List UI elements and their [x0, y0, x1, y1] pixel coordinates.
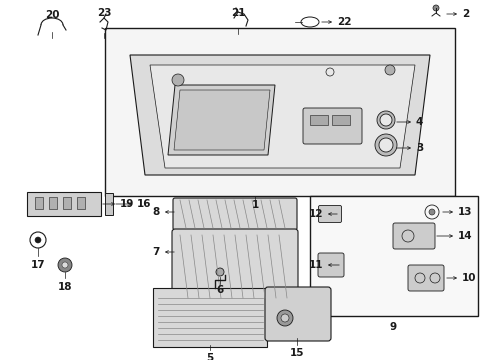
Bar	[77, 197, 85, 209]
FancyBboxPatch shape	[173, 198, 296, 230]
Text: 22: 22	[336, 17, 351, 27]
Text: 1: 1	[251, 200, 258, 210]
Circle shape	[62, 262, 68, 268]
Bar	[331, 115, 349, 125]
Text: 11: 11	[308, 260, 323, 270]
Text: 7: 7	[152, 247, 160, 257]
Text: 2: 2	[461, 9, 468, 19]
FancyBboxPatch shape	[303, 108, 361, 144]
Text: 12: 12	[308, 209, 323, 219]
Text: 14: 14	[457, 231, 472, 241]
Polygon shape	[168, 85, 274, 155]
Circle shape	[384, 65, 394, 75]
Text: 13: 13	[457, 207, 471, 217]
Circle shape	[172, 74, 183, 86]
Text: 23: 23	[97, 8, 111, 18]
Wedge shape	[376, 111, 394, 129]
FancyBboxPatch shape	[317, 253, 343, 277]
Polygon shape	[130, 55, 429, 175]
Polygon shape	[150, 65, 414, 168]
Text: 18: 18	[58, 282, 72, 292]
Bar	[63, 197, 71, 209]
Circle shape	[432, 5, 438, 11]
Text: 17: 17	[31, 260, 45, 270]
Polygon shape	[174, 90, 269, 150]
FancyBboxPatch shape	[392, 223, 434, 249]
Text: 3: 3	[415, 143, 423, 153]
Text: 6: 6	[216, 285, 223, 295]
FancyBboxPatch shape	[407, 265, 443, 291]
FancyBboxPatch shape	[153, 288, 266, 347]
Bar	[35, 197, 43, 209]
FancyBboxPatch shape	[318, 206, 341, 222]
FancyBboxPatch shape	[27, 192, 101, 216]
Text: 10: 10	[461, 273, 475, 283]
Wedge shape	[374, 134, 396, 156]
Circle shape	[216, 268, 224, 276]
Circle shape	[58, 258, 72, 272]
Circle shape	[281, 314, 288, 322]
Text: 4: 4	[415, 117, 423, 127]
Text: 21: 21	[230, 8, 245, 18]
Text: 16: 16	[137, 199, 151, 209]
Text: 20: 20	[45, 10, 59, 20]
Text: 9: 9	[388, 322, 396, 332]
Bar	[309, 115, 327, 125]
FancyBboxPatch shape	[264, 287, 330, 341]
Circle shape	[276, 310, 292, 326]
Bar	[49, 197, 57, 209]
Bar	[309, 196, 477, 316]
FancyBboxPatch shape	[172, 229, 297, 303]
Text: 19: 19	[120, 199, 134, 209]
Text: 5: 5	[206, 353, 213, 360]
Text: 15: 15	[289, 348, 304, 358]
Text: 8: 8	[152, 207, 160, 217]
Circle shape	[35, 237, 41, 243]
Circle shape	[428, 209, 434, 215]
Bar	[105, 193, 113, 215]
Bar	[105, 28, 454, 196]
